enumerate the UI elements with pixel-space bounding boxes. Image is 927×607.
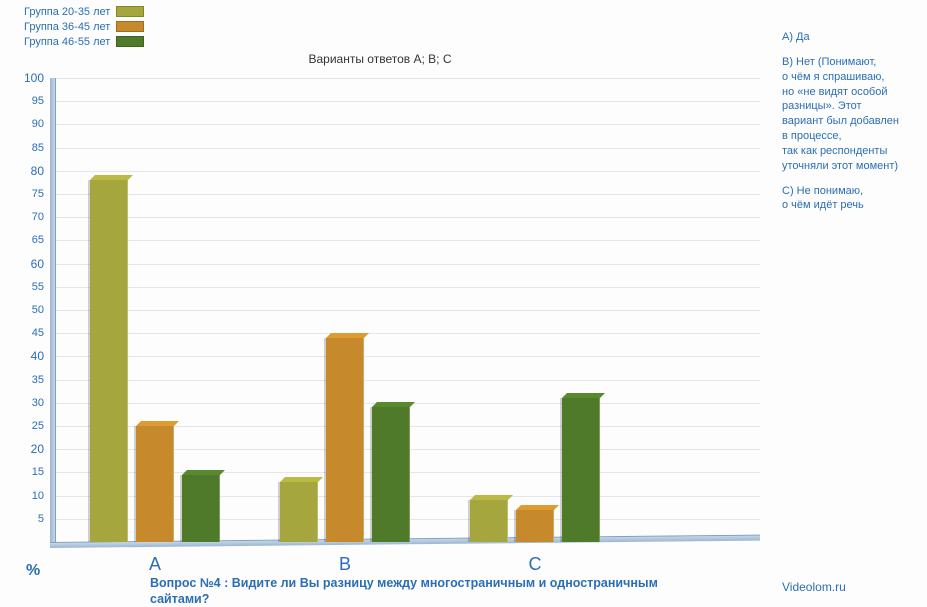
answer-a: A) Да (782, 30, 922, 45)
y-tick: 60 (16, 257, 44, 271)
gridline (56, 78, 760, 79)
y-tick: 100 (16, 71, 44, 85)
legend-swatch (116, 6, 144, 17)
y-tick: 70 (16, 211, 44, 223)
answer-c: C) Не понимаю, о чём идёт речь (782, 184, 922, 214)
y-tick: 75 (16, 188, 44, 200)
bar-B-g36_45 (326, 338, 364, 542)
y-tick: 25 (16, 420, 44, 432)
gridline (56, 310, 760, 311)
y-tick: 20 (16, 442, 44, 456)
legend-item-1: Группа 36-45 лет (24, 19, 144, 34)
y-tick: 95 (16, 95, 44, 107)
y-tick: 10 (16, 490, 44, 502)
gridline (56, 101, 760, 102)
gridline (56, 194, 760, 195)
legend-item-2: Группа 46-55 лет (24, 34, 144, 49)
bar-C-g36_45 (516, 510, 554, 542)
legend-swatch (116, 21, 144, 32)
gridline (56, 148, 760, 149)
y-tick: 15 (16, 466, 44, 478)
x-category-label: A (149, 554, 161, 575)
y-tick: 80 (16, 164, 44, 178)
legend: Группа 20-35 лет Группа 36-45 лет Группа… (24, 4, 144, 49)
y-tick: 30 (16, 397, 44, 409)
gridline (56, 333, 760, 334)
bar-B-g20_35 (280, 482, 318, 542)
site-watermark: Videolom.ru (782, 580, 846, 594)
y-tick: 85 (16, 142, 44, 154)
bar-B-g46_55 (372, 407, 410, 542)
legend-label: Группа 36-45 лет (24, 21, 110, 33)
gridline (56, 380, 760, 381)
y-axis-unit: % (26, 562, 40, 580)
y-tick: 5 (16, 513, 44, 525)
y-tick: 55 (16, 281, 44, 293)
chart-plot: 2040608010051015253035455055657075859095… (50, 78, 760, 548)
x-category-label: B (339, 554, 351, 575)
question-text: Вопрос №4 : Видите ли Вы разницу между м… (150, 576, 670, 607)
y-tick: 40 (16, 349, 44, 363)
bar-A-g46_55 (182, 475, 220, 542)
legend-item-0: Группа 20-35 лет (24, 4, 144, 19)
bar-A-g36_45 (136, 426, 174, 542)
gridline (56, 264, 760, 265)
x-category-label: C (529, 554, 542, 575)
y-tick: 50 (16, 304, 44, 316)
bar-C-g20_35 (470, 500, 508, 542)
bar-A-g20_35 (90, 180, 128, 542)
legend-label: Группа 20-35 лет (24, 6, 110, 18)
gridline (56, 240, 760, 241)
legend-swatch (116, 36, 144, 47)
answer-options: A) Да B) Нет (Понимают, о чём я спрашива… (782, 30, 922, 223)
y-tick: 90 (16, 118, 44, 130)
gridline (56, 171, 760, 172)
y-tick: 35 (16, 374, 44, 386)
gridline (56, 217, 760, 218)
legend-label: Группа 46-55 лет (24, 36, 110, 48)
gridline (56, 356, 760, 357)
y-tick: 45 (16, 327, 44, 339)
gridline (56, 124, 760, 125)
chart-subtitle: Варианты ответов A; B; C (0, 52, 760, 66)
gridline (56, 287, 760, 288)
bar-C-g46_55 (562, 398, 600, 542)
y-tick: 65 (16, 234, 44, 246)
answer-b: B) Нет (Понимают, о чём я спрашиваю, но … (782, 55, 922, 174)
